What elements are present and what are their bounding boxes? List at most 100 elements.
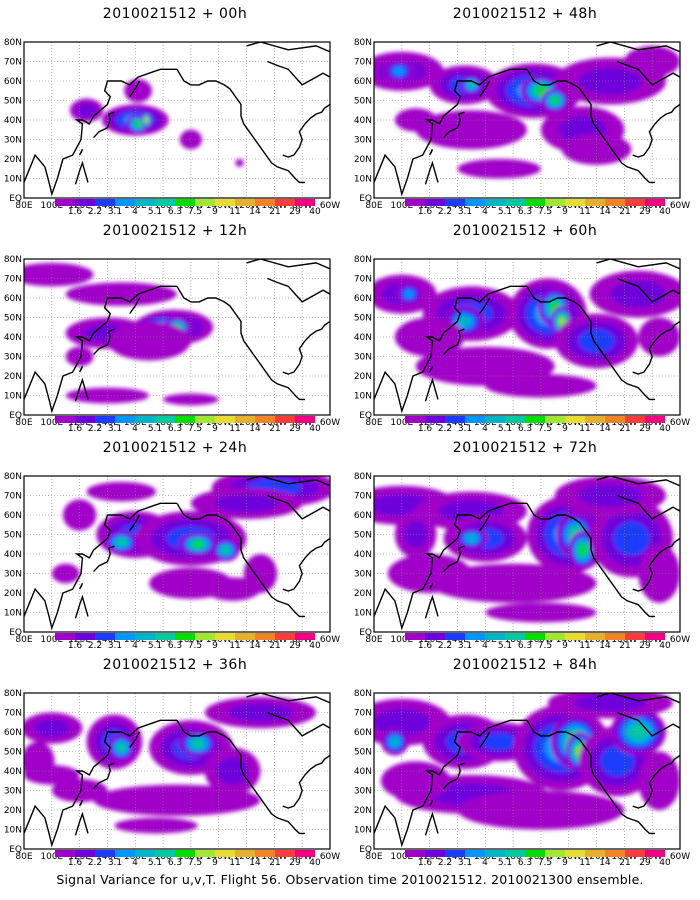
- colorbar-swatch: [465, 850, 485, 857]
- map-svg: 80N70N60N50N40N30N20N10NEQ80E100E120E140…: [4, 38, 340, 217]
- coastline: [479, 514, 491, 532]
- lat-tick-label: 40N: [4, 767, 22, 777]
- colorbar-swatch: [295, 416, 315, 423]
- coastline: [526, 719, 655, 835]
- colorbar-swatch: [645, 416, 665, 423]
- coastline: [479, 80, 491, 98]
- colorbar-swatch: [95, 850, 115, 857]
- colorbar-label: 4: [132, 858, 138, 868]
- colorbar-swatch: [255, 199, 275, 206]
- variance-contour: [62, 499, 97, 531]
- lat-tick-label: 50N: [354, 97, 372, 107]
- colorbar-swatch: [605, 850, 625, 857]
- lon-tick-label: 60W: [670, 852, 690, 862]
- coastline: [79, 799, 84, 807]
- colorbar-swatch: [405, 633, 425, 640]
- lat-tick-label: 10N: [4, 826, 22, 836]
- colorbar-swatch: [425, 416, 445, 423]
- figure-caption: Signal Variance for u,v,T. Flight 56. Ob…: [56, 872, 644, 887]
- coastline: [429, 365, 434, 373]
- colorbar-label: 1.6: [418, 207, 433, 217]
- coastline: [374, 719, 527, 848]
- colorbar-swatch: [445, 199, 465, 206]
- coastline: [74, 377, 89, 402]
- colorbar-label: 29: [639, 424, 651, 434]
- colorbar-label: 2.2: [438, 858, 452, 868]
- colorbar-swatch: [525, 199, 545, 206]
- variance-contour: [65, 282, 177, 306]
- colorbar-swatch: [565, 850, 585, 857]
- variance-contour: [179, 129, 203, 150]
- variance-contour: [600, 746, 635, 777]
- colorbar-label: 5.1: [148, 858, 162, 868]
- lon-tick-label: 100E: [390, 201, 413, 211]
- colorbar-label: 3.1: [108, 641, 122, 651]
- colorbar-swatch: [195, 850, 215, 857]
- colorbar-swatch: [425, 850, 445, 857]
- lat-tick-label: 60N: [354, 294, 372, 304]
- lat-tick-label: 80N: [354, 255, 372, 265]
- colorbar-swatch: [295, 633, 315, 640]
- colorbar-swatch: [525, 633, 545, 640]
- colorbar-swatch: [175, 199, 195, 206]
- colorbar-swatch: [75, 199, 95, 206]
- lon-tick-label: 60W: [670, 201, 690, 211]
- coastline: [429, 582, 434, 590]
- panel-title: 2010021512 + 72h: [452, 440, 598, 456]
- colorbar-swatch: [625, 416, 645, 423]
- colorbar-label: 14: [599, 424, 611, 434]
- colorbar-label: 5.1: [498, 641, 512, 651]
- colorbar-label: 5.1: [498, 858, 512, 868]
- lat-tick-label: 50N: [354, 531, 372, 541]
- colorbar-swatch: [565, 199, 585, 206]
- colorbar-swatch: [405, 850, 425, 857]
- colorbar-swatch: [605, 199, 625, 206]
- lon-tick-label: 80E: [15, 201, 32, 211]
- colorbar-label: 1.6: [418, 641, 433, 651]
- colorbar-label: 14: [599, 858, 611, 868]
- variance-contour: [578, 484, 643, 507]
- variance-contour: [86, 481, 157, 502]
- lat-tick-label: 80N: [354, 689, 372, 699]
- colorbar-swatch: [505, 850, 525, 857]
- colorbar-swatch: [95, 633, 115, 640]
- colorbar-label: 11: [229, 424, 240, 434]
- colorbar-label: 14: [599, 641, 611, 651]
- lat-tick-label: EQ: [9, 845, 22, 855]
- panel-title: 2010021512 + 24h: [102, 440, 248, 456]
- colorbar-label: 2.2: [88, 641, 102, 651]
- figure-panels: 2010021512 + 00h 80N 70N 60N 50N 40N 30N 20N 10N…: [0, 6, 690, 868]
- colorbar-label: 5.1: [148, 424, 162, 434]
- colorbar-label: 3.1: [458, 424, 472, 434]
- coastline: [596, 476, 680, 487]
- variance-contour: [578, 67, 643, 95]
- colorbar-label: 29: [289, 424, 301, 434]
- colorbar-label: 6.3: [518, 641, 532, 651]
- colorbar-swatch: [235, 633, 255, 640]
- lat-tick-label: EQ: [359, 628, 372, 638]
- lat-tick-label: 50N: [354, 748, 372, 758]
- colorbar-swatch: [645, 850, 665, 857]
- map-panel: 2010021512 + 24h 80N 70N 60N 50N 40N 30N 20N 10N…: [0, 434, 350, 651]
- coastline: [246, 693, 330, 704]
- coastline: [74, 594, 89, 619]
- colorbar-label: 1.6: [418, 424, 433, 434]
- colorbar-label: 9: [212, 858, 218, 868]
- colorbar-swatch: [625, 633, 645, 640]
- colorbar-label: 3.1: [108, 207, 122, 217]
- colorbar-label: 7.5: [538, 424, 552, 434]
- colorbar-label: 6.3: [168, 641, 182, 651]
- lat-tick-label: 10N: [4, 609, 22, 619]
- lat-tick-label: 10N: [354, 609, 372, 619]
- lat-tick-label: 30N: [354, 353, 372, 363]
- colorbar-label: 6.3: [518, 424, 532, 434]
- variance-contour: [403, 289, 414, 299]
- map-svg: 80N70N60N50N40N30N20N10NEQ80E100E120E140…: [4, 689, 340, 868]
- variance-contour: [610, 280, 667, 308]
- colorbar-label: 6.3: [168, 858, 182, 868]
- coastline: [267, 711, 330, 737]
- lon-tick-label: 60W: [670, 418, 690, 428]
- colorbar-label: 2.2: [88, 858, 102, 868]
- colorbar-swatch: [485, 199, 505, 206]
- colorbar-swatch: [605, 633, 625, 640]
